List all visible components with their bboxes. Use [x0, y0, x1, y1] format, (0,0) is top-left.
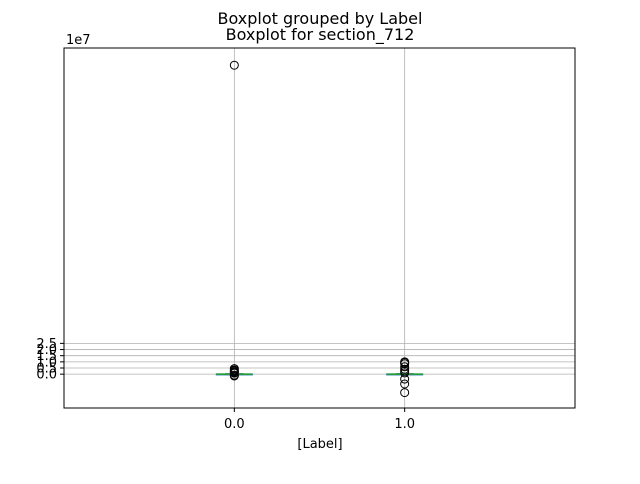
y-tick-label: 0.0	[36, 368, 57, 383]
box-layer	[215, 60, 424, 398]
outlier-point	[400, 379, 410, 389]
outlier-point	[400, 368, 410, 378]
x-tick-label: 1.0	[394, 417, 415, 432]
outlier-point	[400, 388, 410, 398]
y-scale-multiplier: 1e7	[66, 33, 91, 48]
y-tick-label: 1.5	[36, 349, 57, 364]
y-tick-label: 2.5	[36, 337, 57, 352]
plot-frame	[63, 47, 576, 409]
outlier-point	[400, 374, 410, 384]
outlier-point	[229, 60, 239, 70]
chart-title: Boxplot for section_712	[226, 25, 415, 45]
y-tick-label: 2.0	[36, 343, 57, 358]
outlier-point	[229, 371, 239, 381]
x-axis-label: [Label]	[297, 437, 342, 452]
y-tick-label: 0.5	[36, 362, 57, 377]
chart-suptitle: Boxplot grouped by Label	[218, 9, 423, 28]
outlier-point	[400, 362, 410, 372]
x-tick-label: 0.0	[224, 417, 245, 432]
axis-layer: 0.00.51.01.52.02.50.0 1.0	[36, 337, 415, 432]
grid-layer	[64, 48, 575, 408]
y-tick-label: 1.0	[36, 355, 57, 370]
outlier-point	[400, 359, 410, 369]
